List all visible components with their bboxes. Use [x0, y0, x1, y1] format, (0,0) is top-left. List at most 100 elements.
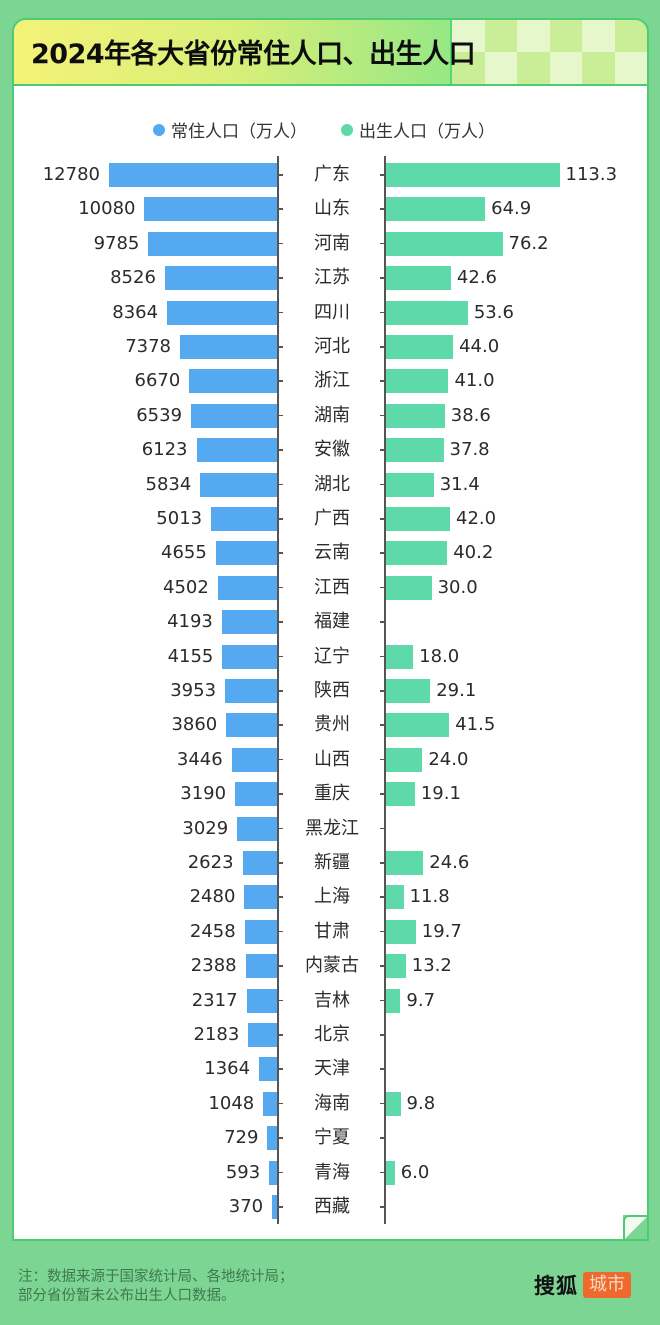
resident-bar	[217, 575, 277, 600]
birth-value: 41.0	[454, 370, 495, 392]
province-label: 安徽	[314, 439, 350, 461]
province-label: 广西	[314, 508, 350, 529]
left-axis-tick	[278, 208, 283, 210]
province-label: 四川	[314, 301, 350, 323]
chart-row: 593 青海 6.0	[14, 1160, 647, 1185]
birth-bar	[385, 919, 416, 944]
chart-card: 2024年各大省份常住人口、出生人口 常住人口（万人） 出生人口（万人） 127…	[12, 18, 649, 1241]
right-axis-tick	[379, 1068, 385, 1070]
resident-bar	[180, 335, 277, 359]
resident-value: 6670	[134, 370, 181, 392]
chart-row: 6123 安徽 37.8	[14, 438, 647, 463]
resident-bar	[242, 851, 277, 875]
resident-bar	[196, 438, 277, 463]
right-axis-tick	[379, 655, 385, 658]
province-label: 内蒙古	[305, 955, 359, 977]
birth-bar	[385, 300, 468, 325]
birth-value: 19.7	[421, 920, 462, 942]
right-axis-tick	[379, 896, 385, 898]
right-axis-tick	[379, 758, 385, 761]
left-axis-line	[277, 156, 279, 1224]
logo-badge: 城市	[583, 1272, 631, 1298]
resident-value: 5834	[145, 473, 192, 495]
right-axis-tick	[379, 380, 385, 382]
birth-bar	[385, 507, 450, 531]
right-axis-tick	[379, 1171, 385, 1174]
left-axis-tick	[278, 1206, 283, 1208]
resident-bar	[235, 782, 277, 807]
province-label: 湖南	[314, 404, 350, 426]
province-label: 河南	[314, 232, 350, 254]
chart-row: 4655 云南 40.2	[14, 541, 647, 566]
resident-value: 1048	[208, 1092, 255, 1114]
page-fold-corner	[623, 1215, 647, 1239]
resident-value: 2480	[189, 886, 236, 908]
province-label: 天津	[314, 1058, 350, 1080]
right-axis-tick	[379, 586, 385, 589]
birth-bar	[385, 988, 401, 1013]
right-axis-tick	[379, 1137, 385, 1139]
birth-value: 37.8	[449, 439, 490, 461]
birth-bar	[385, 679, 431, 703]
chart-row: 370 西藏	[14, 1195, 647, 1219]
chart-row: 2623 新疆 24.6	[14, 851, 647, 875]
birth-bar	[385, 885, 404, 910]
resident-value: 3190	[180, 783, 227, 805]
birth-value: 40.2	[453, 542, 494, 564]
chart-title: 2024年各大省份常住人口、出生人口	[31, 39, 476, 70]
province-label: 河北	[314, 336, 350, 357]
left-axis-tick	[278, 724, 283, 726]
birth-value: 42.6	[456, 267, 497, 289]
chart-row: 4155 辽宁 18.0	[14, 644, 647, 669]
resident-bar	[263, 1091, 277, 1116]
legend: 常住人口（万人） 出生人口（万人）	[14, 117, 647, 142]
left-axis-tick	[278, 827, 283, 830]
resident-bar	[245, 954, 277, 979]
right-axis-tick	[379, 1206, 385, 1208]
resident-value: 8364	[112, 301, 159, 323]
chart-row: 3029 黑龙江	[14, 816, 647, 841]
resident-value: 3860	[171, 714, 218, 736]
resident-bar	[237, 816, 277, 841]
chart-row: 4193 福建	[14, 610, 647, 635]
birth-bar	[385, 369, 449, 394]
birth-bar	[385, 335, 454, 359]
birth-bar	[385, 713, 450, 738]
birth-bar	[385, 197, 486, 222]
left-axis-tick	[278, 311, 283, 314]
chart-row: 1364 天津	[14, 1057, 647, 1082]
chart-row: 8364 四川 53.6	[14, 300, 647, 325]
resident-value: 6123	[141, 439, 188, 461]
left-axis-tick	[278, 449, 283, 451]
province-label: 辽宁	[314, 645, 350, 667]
left-axis-tick	[278, 930, 283, 933]
resident-bar	[189, 369, 277, 394]
resident-value: 2458	[189, 920, 236, 942]
right-axis-tick	[379, 827, 385, 830]
left-axis-tick	[278, 586, 283, 589]
province-label: 福建	[314, 611, 350, 633]
birth-value: 113.3	[565, 164, 618, 185]
right-axis-tick	[379, 1102, 385, 1105]
birth-bar	[385, 1160, 395, 1185]
left-axis-tick	[278, 1171, 283, 1174]
birth-value: 53.6	[473, 301, 514, 323]
right-axis-tick	[379, 414, 385, 417]
right-axis-tick	[379, 690, 385, 692]
birth-bar	[385, 163, 560, 187]
birth-value: 41.5	[455, 714, 496, 736]
chart-row: 4502 江西 30.0	[14, 575, 647, 600]
chart-row: 5834 湖北 31.4	[14, 472, 647, 497]
resident-bar	[267, 1126, 277, 1151]
birth-value: 24.6	[429, 852, 470, 873]
chart-row: 8526 江苏 42.6	[14, 266, 647, 291]
left-axis-tick	[278, 999, 283, 1002]
resident-bar	[167, 300, 277, 325]
province-label: 上海	[314, 886, 350, 908]
resident-bar	[144, 197, 277, 222]
chart-row: 1048 海南 9.8	[14, 1091, 647, 1116]
legend-label-birth: 出生人口（万人）	[359, 122, 495, 142]
right-axis-tick	[379, 999, 385, 1002]
legend-dot-resident-icon	[153, 123, 165, 136]
legend-item-birth: 出生人口（万人）	[341, 117, 495, 142]
